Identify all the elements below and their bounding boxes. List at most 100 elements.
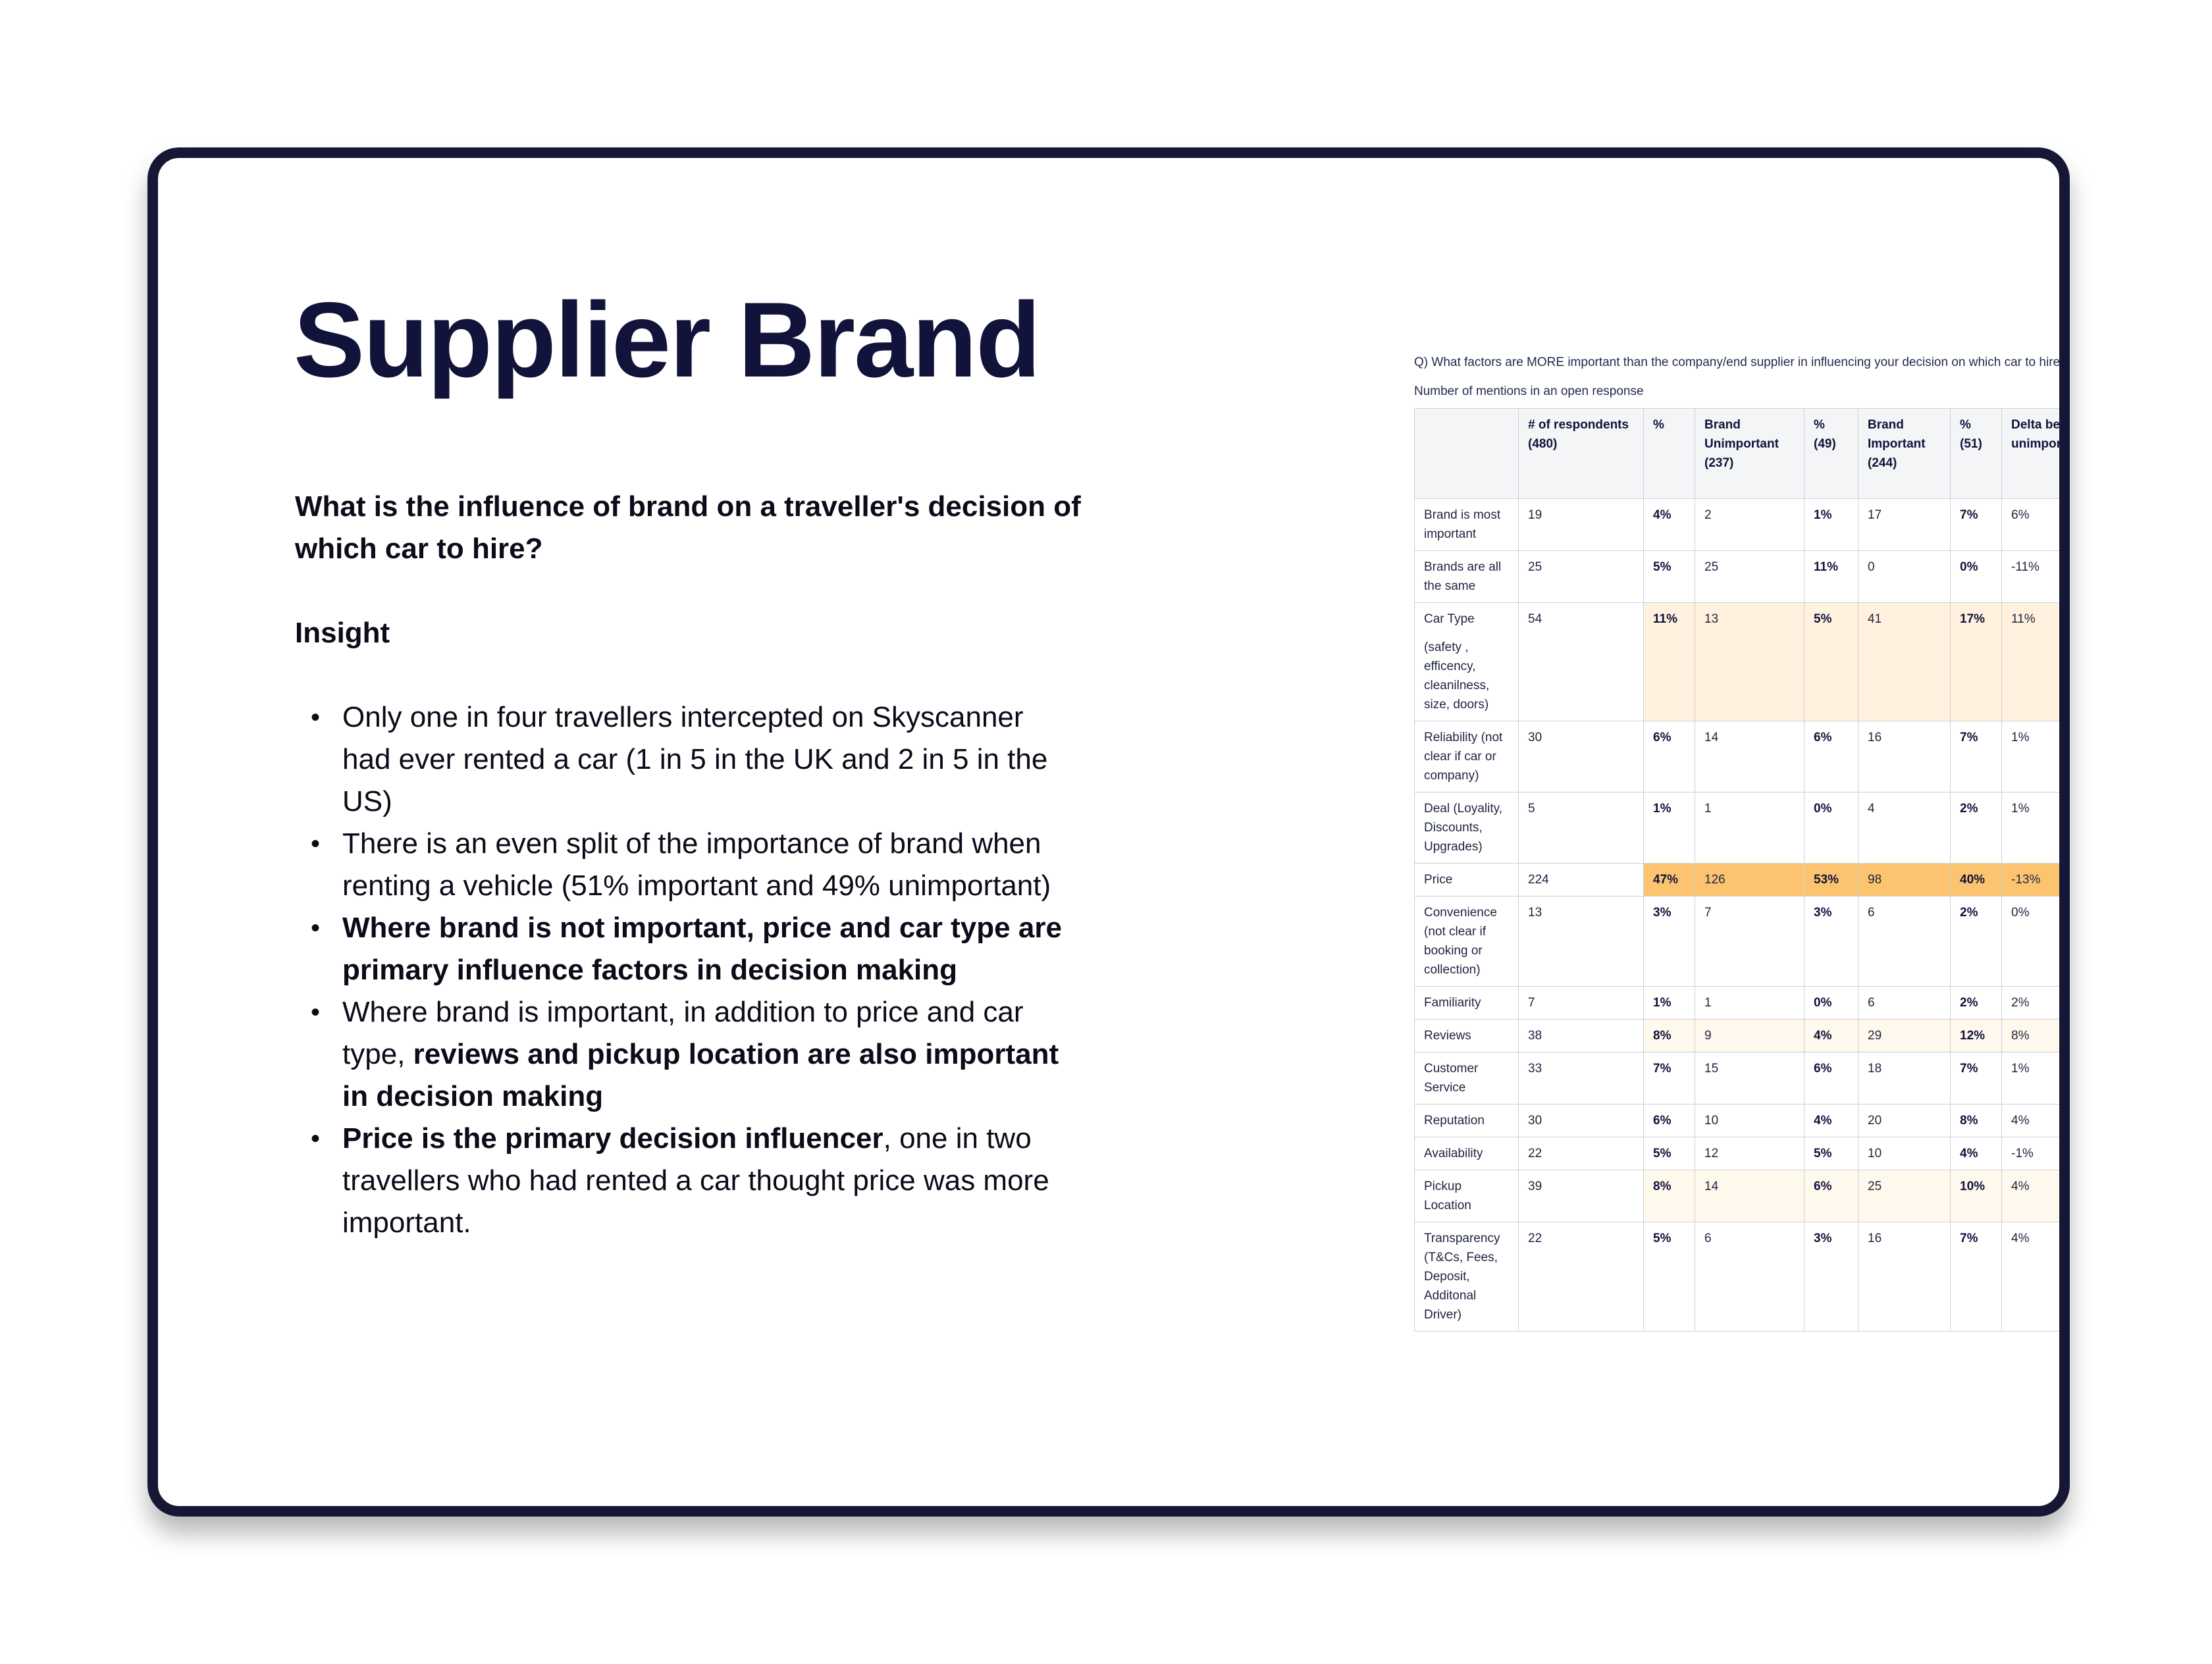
value-cell: 13 <box>1695 602 1804 721</box>
column-header: % (49) <box>1804 408 1858 499</box>
table-row: Brand is most important 19 4% 2 1% 17 7% 6% <box>1414 498 2059 551</box>
value-cell: 11% <box>2001 602 2059 721</box>
factor-cell: Convenience (not clear if booking or col… <box>1414 896 1519 987</box>
column-header: # of respondents (480) <box>1518 408 1644 499</box>
factor-cell: Deal (Loyality, Discounts, Upgrades) <box>1414 792 1519 864</box>
bullet-marker: • <box>311 829 321 858</box>
value-cell: 33 <box>1518 1052 1644 1105</box>
factor-cell: Reputation <box>1414 1104 1519 1137</box>
factor-label: Reviews <box>1424 1029 1471 1043</box>
value-cell: 6 <box>1858 986 1951 1020</box>
percent-cell: 7% <box>1950 1052 2002 1105</box>
value-cell: 41 <box>1858 602 1951 721</box>
table-row: Reputation 30 6% 10 4% 20 8% 4% <box>1414 1104 2059 1137</box>
value-cell: 22 <box>1518 1137 1644 1170</box>
percent-cell: 6% <box>1643 721 1695 793</box>
percent-cell: 10% <box>1950 1170 2002 1222</box>
percent-cell: 6% <box>1643 1104 1695 1137</box>
factor-label: Availability <box>1424 1147 1483 1160</box>
research-question: What is the influence of brand on a trav… <box>295 490 1081 565</box>
insight-heading: Insight <box>295 617 390 649</box>
slide-card: Supplier Brand What is the influence of … <box>147 147 2070 1517</box>
factor-label: Brand is most important <box>1424 508 1501 541</box>
percent-cell: 4% <box>1804 1019 1858 1053</box>
value-cell: 25 <box>1695 550 1804 603</box>
percent-cell: 53% <box>1804 863 1858 897</box>
insight-bullet: • Only one in four travellers intercepted… <box>295 696 1072 823</box>
value-cell: 17 <box>1858 498 1951 551</box>
value-cell: 12 <box>1695 1137 1804 1170</box>
value-cell: 0% <box>2001 896 2059 987</box>
factor-label: Price <box>1424 873 1453 887</box>
percent-cell: 47% <box>1643 863 1695 897</box>
column-header: Delta between important and unimportant <box>2001 408 2059 499</box>
table-subtitle: Number of mentions in an open response <box>1414 384 1644 398</box>
table-row: Car Type (safety , efficency, cleanilness… <box>1414 602 2059 721</box>
value-cell: 22 <box>1518 1222 1644 1332</box>
table-row: Price 224 47% 126 53% 98 40% -13% <box>1414 863 2059 897</box>
percent-cell: 8% <box>1950 1104 2002 1137</box>
percent-cell: 7% <box>1643 1052 1695 1105</box>
factor-cell: Pickup Location <box>1414 1170 1519 1222</box>
value-cell: 29 <box>1858 1019 1951 1053</box>
percent-cell: 5% <box>1643 1137 1695 1170</box>
percent-cell: 5% <box>1643 1222 1695 1332</box>
value-cell: 30 <box>1518 721 1644 793</box>
percent-cell: 7% <box>1950 1222 2002 1332</box>
percent-cell: 4% <box>1643 498 1695 551</box>
percent-cell: 12% <box>1950 1019 2002 1053</box>
insight-bullet: • Where brand is not important, price and… <box>295 907 1072 991</box>
value-cell: 16 <box>1858 1222 1951 1332</box>
factor-cell: Car Type (safety , efficency, cleanilness… <box>1414 602 1519 721</box>
percent-cell: 3% <box>1804 1222 1858 1332</box>
value-cell: 19 <box>1518 498 1644 551</box>
value-cell: 16 <box>1858 721 1951 793</box>
percent-cell: 11% <box>1643 602 1695 721</box>
factor-label: Brands are all the same <box>1424 560 1502 593</box>
value-cell: 7 <box>1695 896 1804 987</box>
table-header-row: # of respondents (480)% Brand Unimportant… <box>1414 408 2059 499</box>
value-cell: 126 <box>1695 863 1804 897</box>
bullet-marker: • <box>311 1124 321 1153</box>
factor-cell: Transparency (T&Cs, Fees, Deposit, Addit… <box>1414 1222 1519 1332</box>
value-cell: 18 <box>1858 1052 1951 1105</box>
value-cell: 5 <box>1518 792 1644 864</box>
insight-bullet: • Where brand is important, in addition t… <box>295 991 1072 1118</box>
value-cell: 10 <box>1695 1104 1804 1137</box>
column-header: Brand Unimportant (237) <box>1695 408 1804 499</box>
percent-cell: 5% <box>1804 1137 1858 1170</box>
percent-cell: 4% <box>1950 1137 2002 1170</box>
bullet-text: Price is the primary decision influencer <box>342 1122 883 1155</box>
value-cell: 4% <box>2001 1222 2059 1332</box>
value-cell: 38 <box>1518 1019 1644 1053</box>
value-cell: 25 <box>1858 1170 1951 1222</box>
value-cell: 1 <box>1695 792 1804 864</box>
factor-cell: Familiarity <box>1414 986 1519 1020</box>
percent-cell: 6% <box>1804 721 1858 793</box>
percent-cell: 4% <box>1804 1104 1858 1137</box>
factor-note: (safety , efficency, cleanilness, size, … <box>1424 640 1490 712</box>
value-cell: 10 <box>1858 1137 1951 1170</box>
factor-cell: Brands are all the same <box>1414 550 1519 603</box>
bullet-text: Where brand is not important, price and … <box>342 912 1062 986</box>
factor-label: Customer Service <box>1424 1062 1479 1095</box>
table-row: Availability 22 5% 12 5% 10 4% -1% <box>1414 1137 2059 1170</box>
table-row: Transparency (T&Cs, Fees, Deposit, Addit… <box>1414 1222 2059 1332</box>
value-cell: 0 <box>1858 550 1951 603</box>
factor-cell: Customer Service <box>1414 1052 1519 1105</box>
insight-bullet: • There is an even split of the importanc… <box>295 823 1072 907</box>
value-cell: 98 <box>1858 863 1951 897</box>
table-row: Pickup Location 39 8% 14 6% 25 10% 4% <box>1414 1170 2059 1222</box>
table-row: Deal (Loyality, Discounts, Upgrades) 5 1% 1… <box>1414 792 2059 864</box>
insight-bullet: • Price is the primary decision influence… <box>295 1118 1072 1244</box>
factor-label: Deal (Loyality, Discounts, Upgrades) <box>1424 802 1502 854</box>
value-cell: 39 <box>1518 1170 1644 1222</box>
table-row: Familiarity 7 1% 1 0% 6 2% 2% <box>1414 986 2059 1020</box>
bullet-marker: • <box>311 998 321 1027</box>
percent-cell: 1% <box>1643 986 1695 1020</box>
percent-cell: 5% <box>1643 550 1695 603</box>
percent-cell: 2% <box>1950 792 2002 864</box>
value-cell: 20 <box>1858 1104 1951 1137</box>
factor-label: Reputation <box>1424 1114 1485 1128</box>
value-cell: 13 <box>1518 896 1644 987</box>
